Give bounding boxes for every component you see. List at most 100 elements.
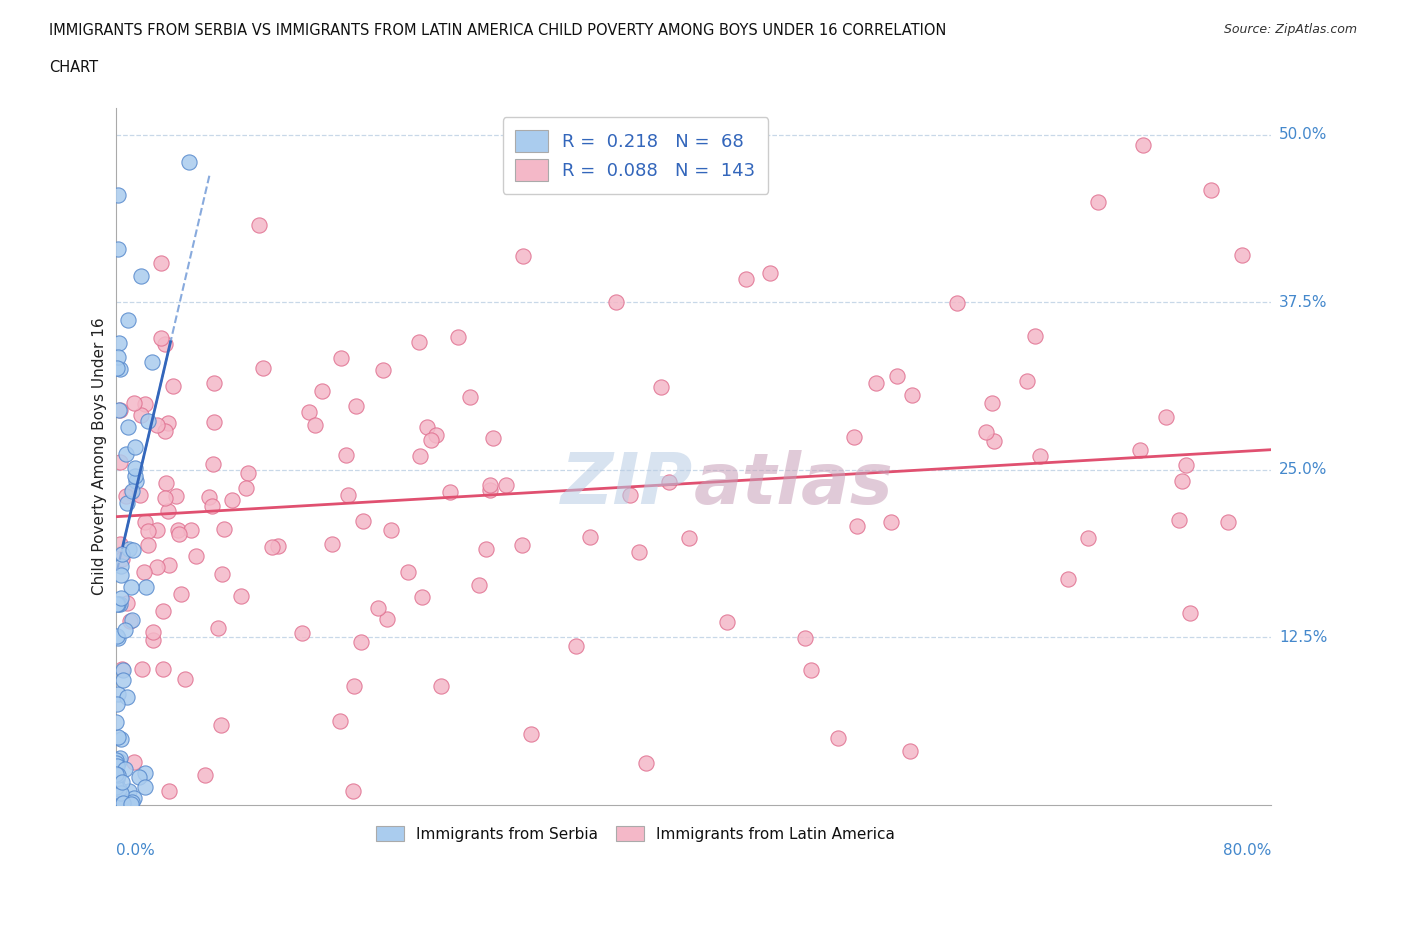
Point xyxy=(634,755,657,770)
Point xyxy=(628,544,651,559)
Point xyxy=(152,604,174,618)
Point xyxy=(105,767,128,782)
Point xyxy=(495,477,517,492)
Point xyxy=(229,589,252,604)
Point xyxy=(142,632,165,647)
Point xyxy=(202,414,225,429)
Point xyxy=(120,796,142,811)
Point xyxy=(136,524,159,538)
Point xyxy=(329,714,352,729)
Point xyxy=(845,519,868,534)
Point xyxy=(114,622,136,637)
Point xyxy=(129,488,152,503)
Point xyxy=(110,567,132,582)
Point xyxy=(108,781,131,796)
Text: IMMIGRANTS FROM SERBIA VS IMMIGRANTS FROM LATIN AMERICA CHILD POVERTY AMONG BOYS: IMMIGRANTS FROM SERBIA VS IMMIGRANTS FRO… xyxy=(49,23,946,38)
Point xyxy=(247,218,270,232)
Point xyxy=(105,771,128,786)
Point xyxy=(1216,514,1239,529)
Point xyxy=(110,786,132,801)
Point xyxy=(980,396,1002,411)
Point xyxy=(221,493,243,508)
Point xyxy=(105,629,128,644)
Point xyxy=(145,523,167,538)
Point xyxy=(135,579,157,594)
Point xyxy=(105,753,128,768)
Point xyxy=(120,614,142,629)
Point xyxy=(150,256,173,271)
Point xyxy=(117,312,139,327)
Point xyxy=(416,419,439,434)
Point xyxy=(108,455,131,470)
Point xyxy=(236,466,259,481)
Point xyxy=(152,661,174,676)
Point xyxy=(458,390,481,405)
Point xyxy=(107,730,129,745)
Point xyxy=(311,384,333,399)
Point xyxy=(159,558,181,573)
Point xyxy=(343,679,366,694)
Point xyxy=(1230,248,1253,263)
Point xyxy=(107,188,129,203)
Point xyxy=(124,440,146,455)
Point xyxy=(235,481,257,496)
Point xyxy=(107,790,129,805)
Point xyxy=(129,407,152,422)
Point xyxy=(1171,473,1194,488)
Text: atlas: atlas xyxy=(693,450,893,519)
Point xyxy=(335,447,357,462)
Point xyxy=(1132,138,1154,153)
Point xyxy=(658,474,681,489)
Point xyxy=(800,662,823,677)
Point xyxy=(122,790,145,805)
Point xyxy=(367,601,389,616)
Point xyxy=(605,295,627,310)
Point xyxy=(375,611,398,626)
Point xyxy=(107,402,129,417)
Point xyxy=(156,416,179,431)
Point xyxy=(111,551,134,566)
Point xyxy=(474,541,496,556)
Point xyxy=(211,566,233,581)
Point xyxy=(121,794,143,809)
Point xyxy=(336,487,359,502)
Point xyxy=(411,590,433,604)
Point xyxy=(974,424,997,439)
Point xyxy=(886,369,908,384)
Point xyxy=(112,663,135,678)
Y-axis label: Child Poverty Among Boys Under 16: Child Poverty Among Boys Under 16 xyxy=(93,317,107,595)
Text: 12.5%: 12.5% xyxy=(1279,630,1327,644)
Point xyxy=(122,395,145,410)
Point xyxy=(108,403,131,418)
Point xyxy=(114,446,136,461)
Point xyxy=(184,549,207,564)
Point xyxy=(794,631,817,645)
Point xyxy=(290,625,312,640)
Point xyxy=(865,376,887,391)
Point xyxy=(180,523,202,538)
Point xyxy=(201,498,224,513)
Point xyxy=(108,751,131,765)
Point xyxy=(107,596,129,611)
Point xyxy=(468,578,491,592)
Point xyxy=(167,526,190,541)
Point xyxy=(105,596,128,611)
Point xyxy=(1057,572,1080,587)
Point xyxy=(110,591,132,605)
Point xyxy=(118,541,141,556)
Point xyxy=(844,430,866,445)
Point xyxy=(142,625,165,640)
Point xyxy=(134,766,156,781)
Point xyxy=(146,560,169,575)
Point xyxy=(107,335,129,350)
Point xyxy=(252,361,274,376)
Text: 0.0%: 0.0% xyxy=(115,844,155,858)
Text: ZIP: ZIP xyxy=(561,450,693,519)
Point xyxy=(1199,183,1222,198)
Point xyxy=(120,485,142,500)
Text: 80.0%: 80.0% xyxy=(1223,844,1271,858)
Point xyxy=(198,490,221,505)
Point xyxy=(479,483,502,498)
Point xyxy=(169,587,191,602)
Point xyxy=(155,475,177,490)
